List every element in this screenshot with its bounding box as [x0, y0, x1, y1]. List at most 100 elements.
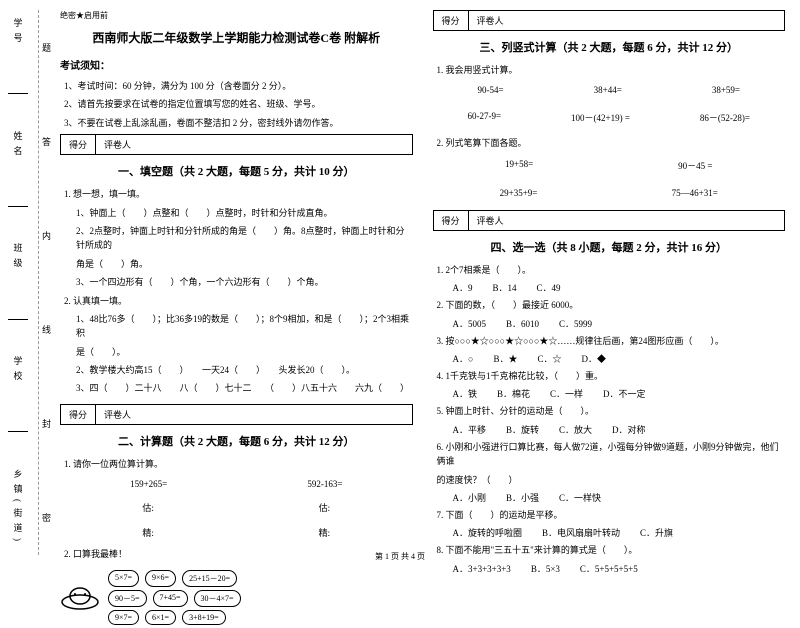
question-sub: 3、一个四边形有（ ）个角，一个六边形有（ ）个角。 [76, 275, 413, 289]
question-sub: 角是（ ）角。 [76, 257, 413, 271]
sidebar-label: 班级 [12, 243, 25, 273]
calc-row: 19+58=90－45 = [433, 159, 786, 172]
cloud: 9×6= [145, 570, 176, 587]
opt: C．49 [537, 281, 561, 294]
mc-question: 7. 下面（ ）的运动是平移。 [437, 508, 786, 522]
opt: A．3+3+3+3+3 [453, 562, 511, 575]
score-box: 得分 评卷人 [433, 10, 786, 31]
opt: A．平移 [453, 423, 487, 436]
opt: D．◆ [581, 352, 606, 365]
blank [8, 422, 28, 432]
mc-question: 8. 下面不能用"三五十五"来计算的算式是（ ）。 [437, 543, 786, 557]
cloud: 3+8+19= [182, 610, 226, 625]
question: 1. 我会用竖式计算。 [437, 63, 786, 77]
cloud-group: 5×7= 9×6= 25+15－20= 90－5= 7+45= 30－4×7= … [108, 570, 413, 628]
question-sub: 1、钟面上（ ）点整和（ ）点整时，时针和分针成直角。 [76, 206, 413, 220]
cloud: 5×7= [108, 570, 139, 587]
opt: D．不一定 [603, 387, 646, 400]
cloud: 30－4×7= [194, 590, 241, 607]
cloud: 9×7= [108, 610, 139, 625]
opt: B．电风扇扇叶转动 [542, 526, 620, 539]
inner-label: 答 [42, 135, 51, 148]
exam-title: 西南师大版二年级数学上学期能力检测试卷C卷 附解析 [60, 29, 413, 46]
opt: A．9 [453, 281, 473, 294]
question: 2. 口算我最棒！ [64, 547, 413, 561]
ufo-icon [60, 584, 100, 614]
opt: A．○ [453, 352, 474, 365]
calc-row: 159+265=592-163= [60, 479, 413, 489]
sidebar-label: 学号 [12, 18, 25, 48]
cloud: 90－5= [108, 590, 147, 607]
opt: B．14 [493, 281, 517, 294]
cloud: 7+45= [153, 590, 188, 607]
mc-question: 3. 按○○○★☆○○○★☆○○○★☆……规律往后画，第24图形应画（ ）。 [437, 334, 786, 348]
dashed-line [38, 10, 39, 555]
inner-label: 内 [42, 229, 51, 242]
question: 1. 想一想，填一填。 [64, 187, 413, 201]
opt: B．棉花 [497, 387, 530, 400]
inner-label: 密 [42, 511, 51, 524]
opt: B．旋转 [506, 423, 539, 436]
marker-label: 评卷人 [469, 11, 512, 30]
opt: C．放大 [559, 423, 592, 436]
calc-row: 估:估: [60, 501, 413, 514]
score-label: 得分 [434, 11, 469, 30]
inner-label: 封 [42, 417, 51, 430]
opt: A．铁 [453, 387, 478, 400]
mc-question: 的速度快？（ ） [437, 473, 786, 487]
calc-row: 90-54=38+44=38+59= [433, 85, 786, 95]
notice-title: 考试须知： [60, 57, 413, 72]
marker-label: 评卷人 [469, 211, 512, 230]
section-title: 二、计算题（共 2 大题，每题 6 分，共计 12 分） [60, 433, 413, 449]
opt: B．★ [493, 352, 517, 365]
question-sub: 是（ ）。 [76, 345, 413, 359]
cloud: 6×1= [145, 610, 176, 625]
score-box: 得分 评卷人 [60, 404, 413, 425]
mc-question: 2. 下面的数，（ ）最接近 6000。 [437, 298, 786, 312]
inner-label: 线 [42, 323, 51, 336]
sidebar-label: 学校 [12, 356, 25, 386]
opt: C．一样快 [559, 491, 601, 504]
opt: B．5×3 [531, 562, 560, 575]
opt: C．5999 [559, 317, 592, 330]
section-title: 三、列竖式计算（共 2 大题，每题 6 分，共计 12 分） [433, 39, 786, 55]
section-title: 四、选一选（共 8 小题，每题 2 分，共计 16 分） [433, 239, 786, 255]
question-sub: 2、教学楼大约高15（ ） 一天24（ ） 头发长20（ ）。 [76, 363, 413, 377]
question-sub: 2、2点整时，钟面上时针和分针所成的角是（ ）角。8点整时，钟面上时针和分针所成… [76, 224, 413, 253]
score-label: 得分 [61, 135, 96, 154]
score-box: 得分 评卷人 [433, 210, 786, 231]
score-box: 得分 评卷人 [60, 134, 413, 155]
opt: C．5+5+5+5+5 [580, 562, 638, 575]
mc-question: 1. 2个7相乘是（ ）。 [437, 263, 786, 277]
opt: D．对称 [612, 423, 646, 436]
opt: A．5005 [453, 317, 487, 330]
question-sub: 3、四（ ）二十八 八（ ）七十二 （ ）八五十六 六九（ ） [76, 381, 413, 395]
marker-label: 评卷人 [96, 405, 139, 424]
opt: C．一样 [550, 387, 583, 400]
score-label: 得分 [61, 405, 96, 424]
notice: 2、请首先按要求在试卷的指定位置填写您的姓名、班级、学号。 [64, 97, 413, 111]
marker-label: 评卷人 [96, 135, 139, 154]
question: 2. 列式笔算下面各题。 [437, 136, 786, 150]
sidebar-label: 乡镇(街道) [12, 469, 25, 547]
cloud: 25+15－20= [182, 570, 237, 587]
mc-question: 4. 1千克铁与1千克棉花比较，（ ）重。 [437, 369, 786, 383]
blank [8, 310, 28, 320]
calc-row: 精:精: [60, 526, 413, 539]
question: 2. 认真填一填。 [64, 294, 413, 308]
opt: B．小强 [506, 491, 539, 504]
opt: C．☆ [537, 352, 561, 365]
calc-row: 29+35+9=75—46+31= [433, 188, 786, 198]
opt: A．旋转的呼啦圈 [453, 526, 523, 539]
secret-label: 绝密★启用前 [60, 10, 413, 21]
inner-label: 题 [42, 41, 51, 54]
blank [8, 84, 28, 94]
page-footer: 第 1 页 共 4 页 [375, 551, 425, 562]
opt: B．6010 [506, 317, 539, 330]
section-title: 一、填空题（共 2 大题，每题 5 分，共计 10 分） [60, 163, 413, 179]
opt: A．小刚 [453, 491, 487, 504]
mc-question: 5. 钟面上时针、分针的运动是（ ）。 [437, 404, 786, 418]
score-label: 得分 [434, 211, 469, 230]
blank [8, 197, 28, 207]
opt: C．升旗 [640, 526, 673, 539]
